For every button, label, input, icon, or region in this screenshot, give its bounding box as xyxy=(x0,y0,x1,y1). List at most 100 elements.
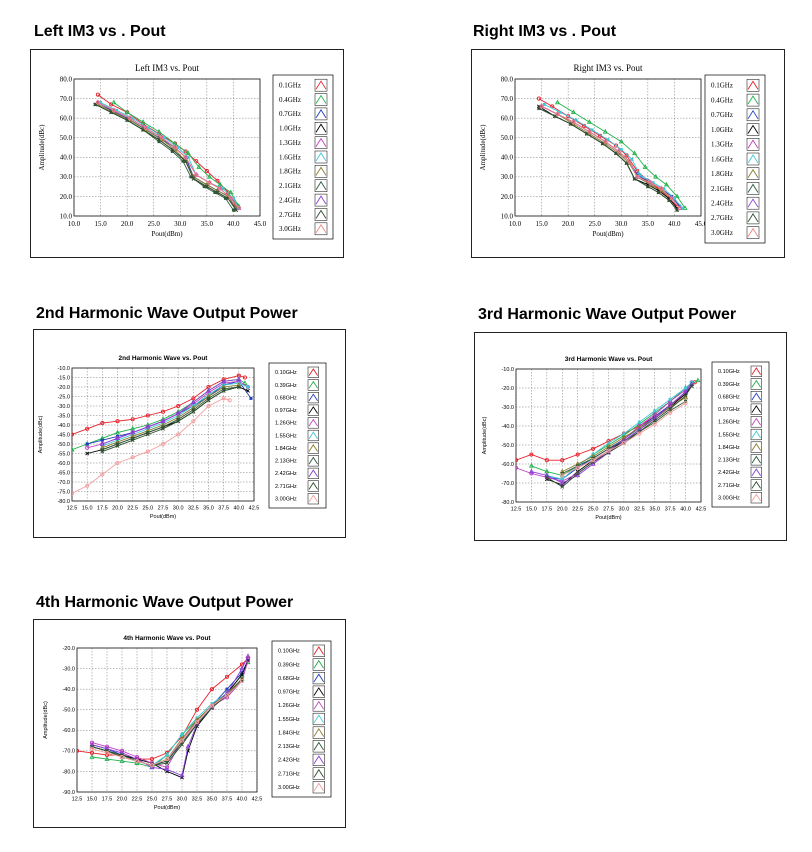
series-3.0GHz xyxy=(95,100,241,211)
x-axis-label: Pout(dBm) xyxy=(151,230,183,238)
data-point xyxy=(164,766,170,772)
data-point xyxy=(695,377,701,383)
data-point xyxy=(85,445,90,450)
data-point xyxy=(176,432,181,437)
legend-swatch-box xyxy=(312,672,325,685)
legend-swatch xyxy=(308,406,319,414)
legend-swatch xyxy=(308,380,319,389)
series-0.4GHz xyxy=(554,99,688,210)
x-tick-label: 37.5 xyxy=(665,507,676,513)
y-tick-label: 60.0 xyxy=(501,114,514,122)
legend-label: 0.1GHz xyxy=(711,82,733,90)
y-tick-label: 30.0 xyxy=(501,173,514,181)
data-point xyxy=(99,100,103,104)
series-line xyxy=(541,105,681,209)
legend-swatch xyxy=(747,183,759,193)
x-tick-label: 25.0 xyxy=(147,797,158,803)
y-tick-label: -20.0 xyxy=(57,385,70,391)
data-point xyxy=(635,174,640,179)
data-point xyxy=(100,448,104,452)
x-tick-label: 15.0 xyxy=(87,797,98,803)
data-point xyxy=(175,410,181,416)
legend-label: 0.39GHz xyxy=(718,382,740,388)
y-tick-label: 40.0 xyxy=(60,154,73,162)
data-point xyxy=(162,136,166,140)
h3-chart: 3rd Harmonic Wave vs. Pout 12.5 15.0 17.5 20… xyxy=(482,356,770,521)
legend-label: 1.3GHz xyxy=(279,139,301,147)
data-point xyxy=(652,422,657,427)
series-line xyxy=(102,384,239,449)
legend-swatch xyxy=(315,109,327,119)
data-point xyxy=(85,451,90,456)
h4-panel: 4th Harmonic Wave vs. Pout 12.5 15.0 17.5 20… xyxy=(33,619,346,828)
data-point xyxy=(115,443,120,448)
y-tick-label: 70.0 xyxy=(60,95,73,103)
data-point xyxy=(116,442,119,446)
legend-swatch-box xyxy=(746,152,760,166)
data-point xyxy=(239,678,245,683)
x-tick-label: 40.0 xyxy=(233,506,244,512)
data-point xyxy=(146,431,150,435)
y-tick-label: -80.0 xyxy=(57,499,70,505)
data-point xyxy=(176,146,180,149)
y-tick-label: -30.0 xyxy=(501,405,514,411)
data-point xyxy=(638,173,642,177)
data-point xyxy=(164,765,170,770)
data-point xyxy=(185,743,191,749)
h3-heading: 3rd Harmonic Wave Output Power xyxy=(478,306,737,323)
x-axis-label: Pout(dBm) xyxy=(150,514,176,520)
legend-swatch-box xyxy=(746,226,760,239)
y-tick-label: -70.0 xyxy=(57,480,70,486)
legend-label: 1.84GHz xyxy=(275,446,297,452)
legend-swatch xyxy=(315,195,327,205)
data-point xyxy=(528,468,534,474)
legend: 0.10GHz 0.39GHz 0.68GHz 0.97GHz 1.26GHz 1.55G… xyxy=(271,640,332,798)
y-tick-label: 80.0 xyxy=(501,75,514,83)
legend: 0.10GHz 0.39GHz 0.68GHz 0.97GHz 1.26GHz 1.55G… xyxy=(268,362,327,509)
x-tick-label: 20.0 xyxy=(562,220,575,228)
y-tick-label: 40.0 xyxy=(501,154,514,162)
legend-swatch-box xyxy=(307,417,319,429)
data-point xyxy=(165,759,169,763)
series-line xyxy=(95,103,237,211)
series-line xyxy=(562,397,686,473)
legend-swatch-box xyxy=(746,79,760,92)
data-point xyxy=(183,159,188,164)
left-im3-panel: Left IM3 vs. Pout 10.0 15.0 20.0 25.0 30.0 35.… xyxy=(30,49,344,258)
series-3.00GHz xyxy=(560,401,688,478)
legend-label: 0.68GHz xyxy=(275,395,297,401)
x-tick-label: 25.0 xyxy=(148,220,161,228)
data-point xyxy=(668,410,673,415)
data-point xyxy=(111,99,117,105)
x-tick-label: 40.0 xyxy=(680,507,691,513)
data-point xyxy=(668,397,672,401)
legend-swatch-box xyxy=(314,136,328,149)
legend-label: 2.42GHz xyxy=(278,758,300,764)
legend-swatch xyxy=(313,700,325,710)
data-point xyxy=(684,386,688,390)
legend-swatch-box xyxy=(746,93,760,107)
legend-swatch xyxy=(751,455,762,464)
data-point xyxy=(616,149,621,154)
data-point xyxy=(602,128,608,134)
data-point xyxy=(544,458,549,463)
x-tick-label: 27.5 xyxy=(158,506,169,512)
data-point xyxy=(207,396,210,400)
data-point xyxy=(115,419,120,424)
y-tick-label: -30.0 xyxy=(62,666,75,672)
y-tick-label: -10.0 xyxy=(57,366,70,372)
data-point xyxy=(145,449,150,454)
x-axis-label: Pout(dBm) xyxy=(154,805,180,811)
legend-label: 0.10GHz xyxy=(275,370,297,376)
data-point xyxy=(104,750,110,755)
data-point xyxy=(228,196,233,201)
series-line xyxy=(562,402,686,476)
data-point xyxy=(130,417,135,422)
data-point xyxy=(89,754,95,759)
x-tick-label: 25.0 xyxy=(588,507,599,513)
legend-swatch-box xyxy=(750,441,762,453)
legend-label: 1.26GHz xyxy=(275,421,297,427)
legend-swatch xyxy=(308,368,319,376)
data-point xyxy=(246,388,250,393)
series-line xyxy=(544,103,683,209)
